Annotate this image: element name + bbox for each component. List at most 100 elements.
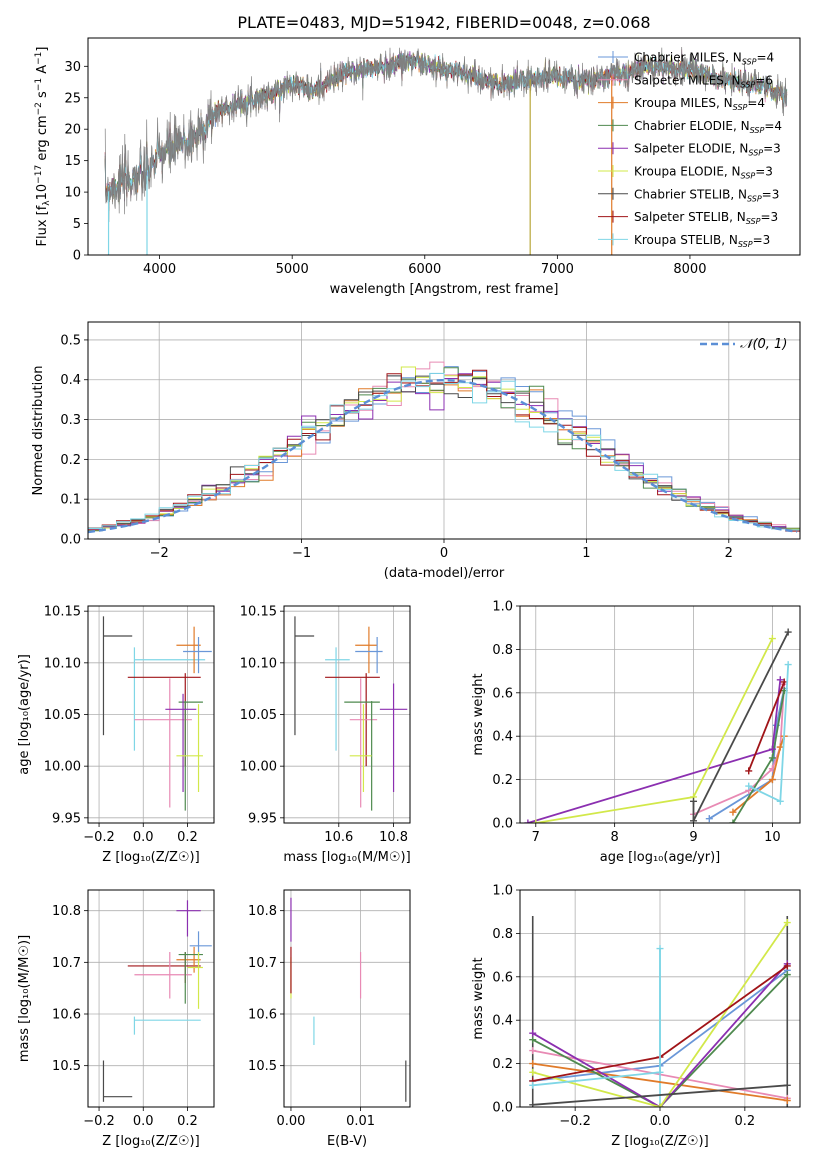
y-axis-label: Normed distribution	[31, 366, 46, 496]
weight-point	[745, 782, 753, 790]
legend-entry: Kroupa MILES, NSSP=4	[634, 96, 765, 112]
x-tick-label: 0.0	[133, 830, 154, 845]
weight-point	[783, 1081, 791, 1089]
y-tick-label: 1.0	[492, 884, 513, 899]
x-tick-label: 7000	[541, 262, 574, 277]
axes-frame	[519, 889, 801, 1108]
weight-series-line	[747, 681, 786, 772]
weight-series-line	[532, 948, 661, 1087]
data-spectrum	[104, 46, 788, 223]
x-tick-label: 0.2	[177, 830, 198, 845]
weight-series-line	[732, 735, 786, 813]
spectrum-lines	[104, 46, 788, 255]
y-tick-label: 10.05	[240, 708, 277, 723]
weight-series-line	[527, 679, 782, 823]
x-tick-label: 0.00	[276, 1114, 305, 1129]
spectrum-legend: Chabrier MILES, NSSP=4 Salpeter MILES, NS…	[598, 51, 782, 249]
x-axis-label: mass [log₁₀(M/M☉)]	[283, 850, 410, 865]
weight-point	[783, 919, 791, 927]
axes-frame	[87, 605, 215, 824]
x-tick-label: 0	[440, 546, 448, 561]
y-tick-label: 10.00	[240, 760, 277, 775]
weight-series-line	[708, 688, 786, 820]
x-tick-label: −0.2	[83, 1114, 115, 1129]
legend-entry: Salpeter MILES, NSSP=6	[634, 73, 773, 89]
mass-vs-Z-panel: −0.2 0.0 0.2 10.5 10.6 10.7 10.8 Z [log₁₀(Z/Z☉)…	[17, 889, 215, 1149]
y-tick-label: 0.4	[492, 730, 513, 745]
weight-point	[768, 745, 776, 753]
y-tick-label: 10	[64, 186, 81, 201]
y-tick-label: 9.95	[248, 811, 277, 826]
legend-entry: Chabrier MILES, NSSP=4	[634, 51, 774, 67]
histogram-step	[88, 372, 800, 531]
weight-series-line	[532, 1084, 788, 1106]
x-tick-label: −2	[150, 546, 169, 561]
age-vs-mass-panel: 10.6 10.8 9.95 10.00 10.05 10.10 10.15 mass [lo…	[240, 605, 411, 865]
weight-lines	[529, 916, 791, 1107]
mass-vs-EBV-panel: 0.00 0.01 10.5 10.6 10.7 10.8 E(B-V)	[248, 889, 411, 1149]
weight-series-line	[532, 921, 789, 1107]
weight-point	[529, 1068, 537, 1076]
x-axis-label: Z [log₁₀(Z/Z☉)]	[611, 1134, 708, 1149]
weight-point	[529, 1060, 537, 1068]
errorbars	[102, 900, 212, 1102]
x-tick-label: 10.8	[379, 830, 408, 845]
y-tick-label: 0.8	[492, 927, 513, 942]
x-tick-label: 2	[725, 546, 733, 561]
axes-frame	[87, 889, 215, 1108]
axes-frame	[283, 605, 411, 824]
y-tick-label: 0.8	[492, 643, 513, 658]
y-tick-label: 25	[64, 91, 81, 106]
axes-frame	[87, 37, 801, 256]
axes-frame	[519, 605, 801, 824]
y-axis-label: mass weight	[471, 957, 486, 1039]
y-tick-label: 10.10	[44, 656, 81, 671]
y-tick-label: 15	[64, 154, 81, 169]
age-vs-Z-panel: −0.2 0.0 0.2 9.95 10.00 10.05 10.10 10.15 Z [log…	[17, 605, 215, 865]
y-tick-label: 0.4	[60, 373, 81, 388]
errorbars	[294, 616, 408, 811]
x-tick-label: 0.2	[177, 1114, 198, 1129]
weight-series-line	[532, 963, 788, 1107]
weight-lines	[524, 628, 792, 823]
legend-entry: Kroupa STELIB, NSSP=3	[634, 233, 770, 249]
axes-frame	[283, 889, 411, 1108]
weight-point	[776, 797, 784, 805]
y-tick-label: 0.0	[492, 1101, 513, 1116]
x-tick-label: −0.2	[83, 830, 115, 845]
weight-point	[690, 797, 698, 805]
histogram-step	[88, 375, 800, 531]
x-axis-label: Z [log₁₀(Z/Z☉)]	[102, 850, 199, 865]
y-tick-label: 10.6	[248, 1008, 277, 1023]
x-tick-label: 1	[582, 546, 590, 561]
errorbars	[102, 616, 212, 811]
y-tick-label: 30	[64, 60, 81, 75]
weight-point	[529, 1047, 537, 1055]
x-tick-label: 9	[689, 830, 697, 845]
weight-series-line	[532, 973, 788, 1107]
weight-point	[524, 819, 532, 823]
x-tick-label: 8	[611, 830, 619, 845]
weight-series-line	[692, 631, 790, 822]
figure-title: PLATE=0483, MJD=51942, FIBERID=0048, z=0…	[237, 13, 650, 32]
y-tick-label: 10.10	[240, 656, 277, 671]
x-tick-label: 8000	[673, 262, 706, 277]
y-tick-label: 0	[73, 249, 81, 264]
y-tick-label: 10.8	[248, 904, 277, 919]
residuals-panel: −2 −1 0 1 2 0.0 0.1 0.2 0.3 0.4 0.5 (data-model)/er…	[31, 321, 801, 581]
y-tick-label: 5	[73, 217, 81, 232]
x-tick-label: 10.6	[324, 830, 353, 845]
y-tick-label: 0.4	[492, 1014, 513, 1029]
y-tick-label: 0.0	[60, 533, 81, 548]
weight-point	[776, 676, 784, 684]
x-tick-label: 4000	[143, 262, 176, 277]
histograms	[88, 361, 800, 534]
weight-point	[690, 817, 698, 823]
legend-entry: Chabrier STELIB, NSSP=3	[634, 187, 779, 203]
y-tick-label: 10.6	[52, 1008, 81, 1023]
legend-entry: Chabrier ELODIE, NSSP=4	[634, 119, 782, 135]
x-tick-label: 0.01	[346, 1114, 375, 1129]
y-tick-label: 10.15	[240, 605, 277, 620]
x-tick-label: −0.2	[559, 1114, 591, 1129]
y-axis-label: Flux [fλ10−17 erg cm−2 s−1 A−1]	[34, 47, 52, 247]
